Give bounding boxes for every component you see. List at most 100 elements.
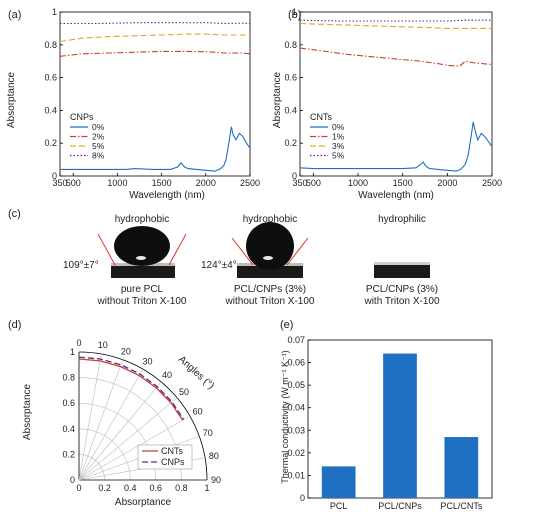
- polar-series-CNPs: [78, 356, 185, 420]
- sample1-note: without Triton X-100: [97, 296, 187, 307]
- panel-d: (d) Absorptance Absorptance Angles (°) 0…: [8, 319, 221, 508]
- y-tick-label: 0.03: [287, 425, 305, 435]
- polar-legend-box: [137, 444, 193, 470]
- left-tick-label: 0.4: [62, 424, 75, 434]
- polar-series-CNTs: [78, 358, 184, 421]
- angle-gridline: [78, 415, 191, 481]
- sample2-name: PCL/CNPs (3%): [234, 284, 306, 295]
- legend-entry: 3%: [332, 141, 345, 151]
- y-tick-label: 0.8: [44, 40, 57, 50]
- legend-entry: 1%: [332, 132, 345, 142]
- x-tick-label-start: 350: [292, 178, 307, 188]
- y-tick-label: 0.6: [44, 73, 57, 83]
- legend-entry: 2%: [92, 132, 105, 142]
- series-line-8%: [60, 22, 251, 25]
- panel-c: (c) hydrophobic 109°±7° pure PCL without…: [8, 208, 440, 307]
- angle-tick-label: 20: [121, 346, 131, 356]
- x-tick-label: 500: [66, 178, 81, 188]
- y-tick-label: 0.6: [284, 73, 297, 83]
- angle-gridline: [78, 397, 178, 481]
- legend-entry: CNPs: [161, 457, 185, 467]
- panel-d-xlabel: Absorptance: [115, 497, 172, 508]
- angle-tick-label: 90: [211, 475, 221, 485]
- series-line-2%: [59, 50, 251, 57]
- y-tick-label: 1: [52, 7, 57, 17]
- series-line-5%: [299, 19, 492, 22]
- x-tick-label: 1500: [152, 178, 172, 188]
- y-tick-label: 0: [300, 493, 305, 503]
- panel-d-ylabel: Absorptance: [22, 383, 33, 440]
- panel-e-label: (e): [280, 319, 293, 331]
- series-line-5%: [59, 33, 250, 43]
- x-tick-label: 2500: [482, 178, 502, 188]
- x-tick-label: PCL/CNPs: [378, 501, 422, 511]
- radial-gridline: [78, 428, 131, 481]
- panel-b-xlabel: Wavelength (nm): [358, 190, 434, 201]
- y-tick-label: 0.06: [287, 358, 305, 368]
- sample3-note: with Triton X-100: [363, 296, 439, 307]
- plot-frame: [299, 11, 493, 177]
- x-tick-label: 500: [306, 178, 321, 188]
- radial-tick-label: 1: [204, 483, 209, 493]
- sample3-state: hydrophilic: [378, 214, 426, 225]
- legend-title: CNTs: [310, 112, 332, 122]
- angle-tick-label: 50: [179, 387, 189, 397]
- legend-entry: CNTs: [161, 446, 183, 456]
- bar-PCL/CNPs: [383, 353, 417, 498]
- y-tick-label: 0: [52, 171, 57, 181]
- angle-tick-label: 10: [98, 340, 108, 350]
- legend-entry: 5%: [92, 141, 105, 151]
- y-tick-label: 1: [292, 7, 297, 17]
- panel-e-ylabel: Thermal conductivity (W m⁻¹ K⁻¹): [280, 350, 290, 484]
- droplet-image-2: [231, 222, 309, 278]
- legend-entry: 8%: [92, 151, 105, 161]
- left-tick-label: 0.2: [62, 449, 75, 459]
- sample2-state: hydrophobic: [243, 214, 297, 225]
- bar-PCL: [321, 466, 356, 498]
- panel-c-label: (c): [8, 208, 21, 220]
- radial-tick-label: 0: [76, 483, 81, 493]
- y-tick-label: 0.02: [287, 448, 305, 458]
- left-tick-label: 0: [70, 475, 75, 485]
- x-tick-label: PCL: [330, 501, 348, 511]
- left-tick-label: 1: [70, 347, 75, 357]
- legend-entry: 0%: [92, 122, 105, 132]
- plot-frame: [59, 11, 251, 177]
- y-tick-label: 0.4: [44, 105, 57, 115]
- angle-gridline: [78, 353, 102, 481]
- x-tick-label: 2500: [240, 178, 260, 188]
- radial-tick-label: 0.2: [98, 483, 111, 493]
- x-tick-label: 1000: [348, 178, 368, 188]
- angle-gridline: [78, 359, 124, 481]
- radial-tick-label: 0.6: [150, 483, 163, 493]
- x-tick-label: 2000: [437, 178, 457, 188]
- sample1-name: pure PCL: [121, 284, 164, 295]
- x-tick-label: 1000: [107, 178, 127, 188]
- bar-PCL/CNTs: [444, 437, 479, 498]
- panel-e: (e) Thermal conductivity (W m⁻¹ K⁻¹) 0 0.…: [280, 319, 493, 511]
- series-line-3%: [299, 22, 492, 29]
- film-image-3: [374, 262, 430, 278]
- y-tick-label: 0.04: [287, 403, 305, 413]
- angle-tick-label: 70: [203, 428, 213, 438]
- angle-gridline: [78, 381, 162, 481]
- polar-boundary: [78, 351, 208, 481]
- sample2-note: without Triton X-100: [225, 296, 315, 307]
- droplet-image-1: [97, 226, 187, 278]
- y-tick-label: 0.2: [284, 138, 297, 148]
- panel-a-xlabel: Wavelength (nm): [129, 190, 205, 201]
- sample1-state: hydrophobic: [115, 214, 169, 225]
- angle-tick-label: 80: [209, 451, 219, 461]
- angle-tick-label: 60: [193, 407, 203, 417]
- sample1-angle: 109°±7°: [63, 260, 99, 271]
- x-tick-label: PCL/CNTs: [440, 501, 483, 511]
- x-tick-label: 2000: [196, 178, 216, 188]
- x-tick-label: 1500: [393, 178, 413, 188]
- panel-b-label: (b): [288, 9, 301, 21]
- legend-entry: 5%: [332, 151, 345, 161]
- y-tick-label: 0.07: [287, 335, 305, 345]
- y-tick-label: 0: [292, 171, 297, 181]
- left-tick-label: 0.6: [62, 398, 75, 408]
- y-tick-label: 0.4: [284, 105, 297, 115]
- radial-gridline: [78, 454, 105, 481]
